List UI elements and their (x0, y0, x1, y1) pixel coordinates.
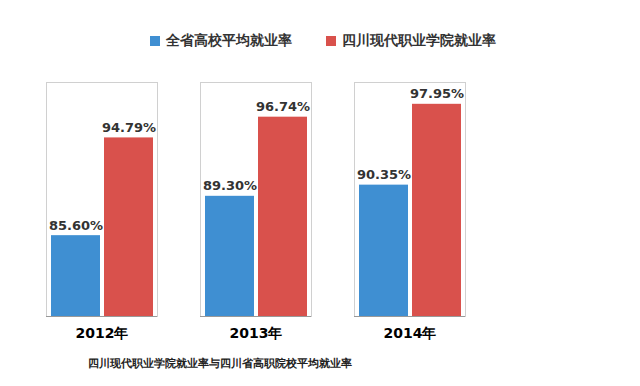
svg-text:2012年: 2012年 (76, 325, 129, 341)
svg-text:90.35%: 90.35% (357, 167, 411, 182)
svg-text:2013年: 2013年 (230, 325, 283, 341)
html-text:四川现代职业学院就业率与四川省高职院校平均就业率: 四川现代职业学院就业率与四川省高职院校平均就业率 (88, 357, 352, 370)
svg-text:97.95%: 97.95% (410, 86, 464, 101)
svg-text:89.30%: 89.30% (203, 178, 257, 193)
svg-text:94.79%: 94.79% (102, 120, 156, 135)
svg-text:2014年: 2014年 (384, 325, 437, 341)
html-text:四川现代职业学院就业率: 四川现代职业学院就业率 (342, 32, 496, 48)
svg-text:96.74%: 96.74% (256, 99, 310, 114)
svg-text:85.60%: 85.60% (49, 218, 103, 233)
html-text:全省高校平均就业率: 全省高校平均就业率 (166, 32, 292, 48)
